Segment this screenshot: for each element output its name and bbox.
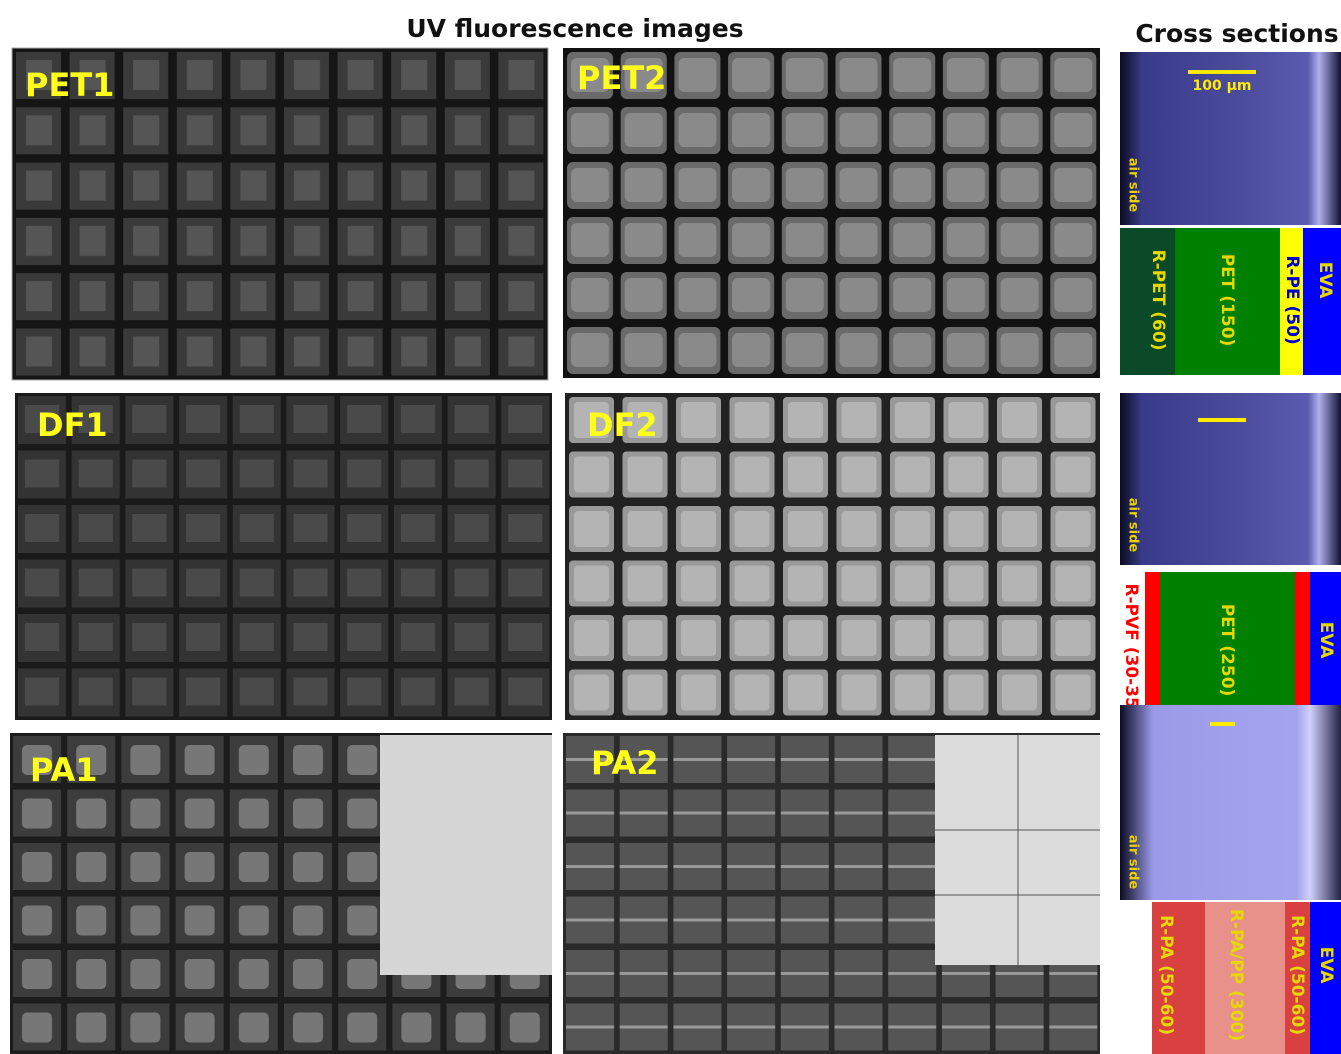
layer-label: PET (150) (1217, 254, 1237, 347)
layer-label: R-PA (50-60) (1156, 915, 1176, 1035)
inset-photo (380, 735, 552, 975)
scale-bar (1188, 70, 1256, 74)
section-title: Cross sections (1135, 19, 1338, 48)
figure-title: UV fluorescence images (406, 14, 743, 43)
layer-label: R-PA (50-60) (1287, 915, 1307, 1035)
layer-label: PET (250) (1217, 604, 1237, 697)
panel-label: DF1 (37, 406, 108, 444)
panel-label: PET1 (25, 66, 114, 104)
panel-label: PA2 (591, 744, 659, 782)
layer-label: EVA (1316, 622, 1336, 660)
layer-label: EVA (1315, 262, 1335, 300)
scale-bar (1210, 722, 1235, 726)
layer (1295, 572, 1310, 720)
layer-label: R-PVF (30-35) (1121, 583, 1141, 716)
air-side-label: air side (1126, 498, 1141, 553)
panel-label: DF2 (587, 406, 658, 444)
layer (1303, 228, 1341, 375)
scale-bar (1198, 418, 1246, 422)
panel-image (563, 48, 1100, 378)
air-side-label: air side (1126, 835, 1141, 890)
panel-label: PA1 (30, 751, 98, 789)
layer-label: EVA (1316, 947, 1336, 985)
panel-label: PET2 (577, 59, 666, 97)
air-side-label: air side (1126, 158, 1141, 213)
scale-label: 100 µm (1193, 78, 1252, 94)
layer-label: R-PA/PP (300) (1226, 909, 1246, 1041)
micrograph (1120, 705, 1341, 900)
layer-label: R-PET (60) (1148, 250, 1168, 351)
layer-label: R-PE (50) (1282, 255, 1302, 344)
figure: UV fluorescence images Cross sections PE… (0, 0, 1341, 1054)
layer (1145, 572, 1160, 720)
